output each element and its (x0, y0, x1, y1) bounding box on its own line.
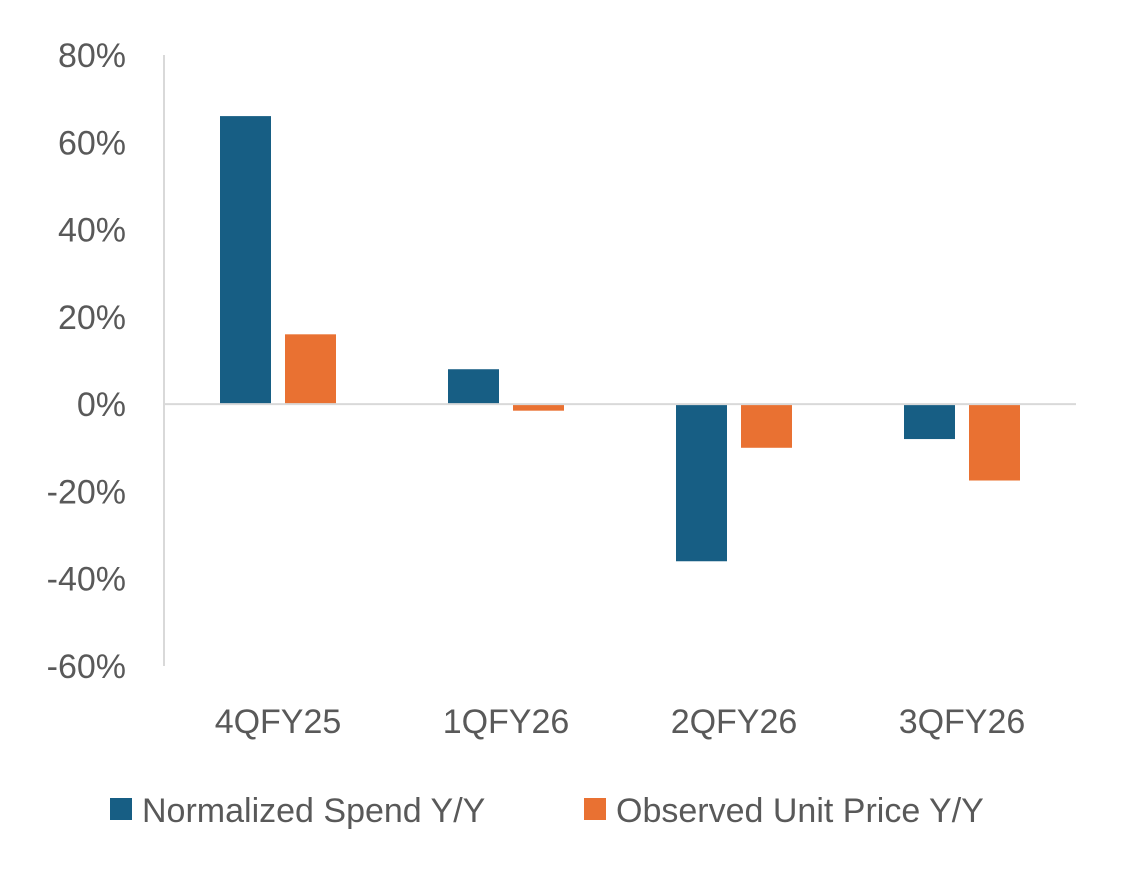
y-tick-label: -60% (47, 648, 126, 686)
legend-swatch (584, 798, 606, 820)
bar-observed-unit-price-2qfy26 (741, 404, 792, 448)
bar-normalized-spend-2qfy26 (676, 404, 727, 562)
x-category-label: 2QFY26 (671, 703, 798, 741)
bars-layer (164, 116, 1076, 562)
legend-label: Normalized Spend Y/Y (142, 792, 485, 830)
x-category-label: 3QFY26 (899, 703, 1026, 741)
legend-label: Observed Unit Price Y/Y (616, 792, 984, 830)
x-category-labels: 4QFY25 1QFY26 2QFY26 3QFY26 (215, 703, 1026, 741)
y-tick-label: 0% (77, 386, 126, 424)
bar-normalized-spend-4qfy25 (220, 116, 271, 405)
bar-observed-unit-price-3qfy26 (969, 404, 1020, 481)
y-tick-labels: 80% 60% 40% 20% 0% -20% -40% -60% (47, 37, 126, 686)
bar-normalized-spend-1qfy26 (448, 369, 499, 405)
y-tick-label: 40% (58, 212, 126, 250)
bar-observed-unit-price-1qfy26 (513, 404, 564, 411)
bar-observed-unit-price-4qfy25 (285, 334, 336, 405)
y-tick-label: 20% (58, 299, 126, 337)
y-tick-label: -40% (47, 561, 126, 599)
legend: Normalized Spend Y/Y Observed Unit Price … (110, 792, 984, 830)
x-category-label: 4QFY25 (215, 703, 342, 741)
y-tick-label: 80% (58, 37, 126, 75)
x-category-label: 1QFY26 (443, 703, 570, 741)
y-tick-label: -20% (47, 473, 126, 511)
y-tick-label: 60% (58, 124, 126, 162)
legend-swatch (110, 798, 132, 820)
bar-normalized-spend-3qfy26 (904, 404, 955, 440)
